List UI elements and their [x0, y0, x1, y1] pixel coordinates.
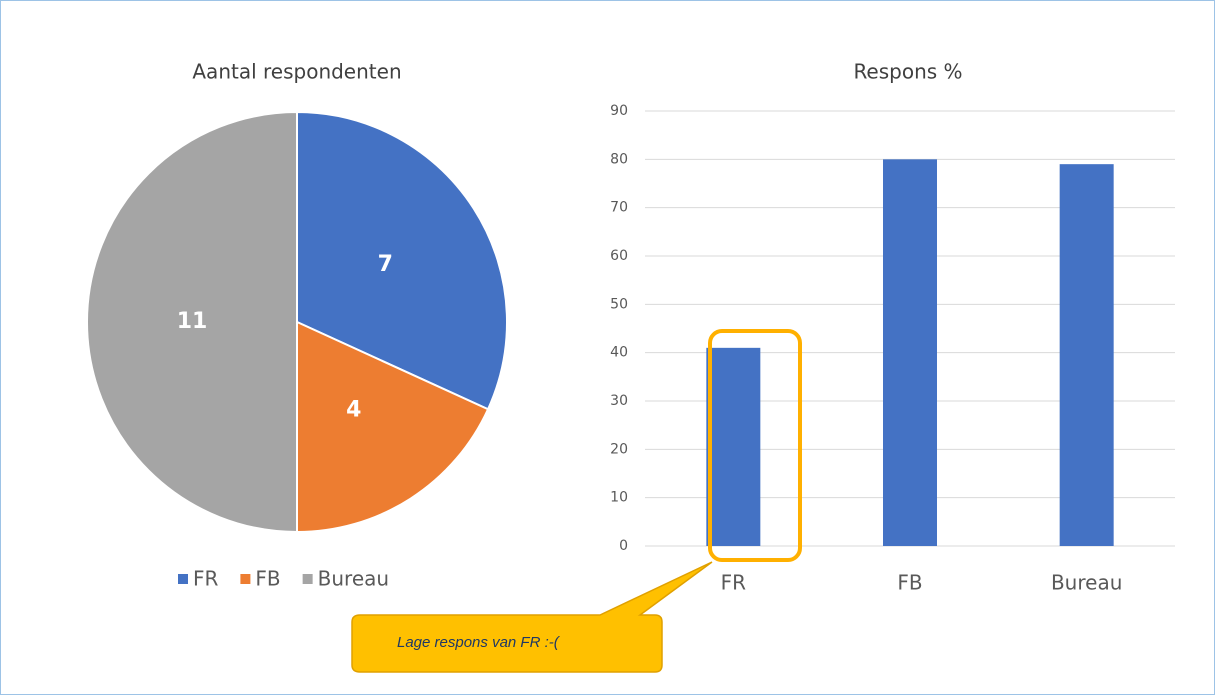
y-tick-label: 80	[610, 151, 628, 167]
data-label: 4	[346, 397, 361, 422]
y-tick-label: 40	[610, 345, 628, 361]
highlight-box	[708, 329, 802, 562]
x-tick-label: FB	[897, 571, 922, 595]
y-tick-label: 10	[610, 490, 628, 506]
bar	[706, 347, 761, 546]
bar	[883, 159, 937, 547]
legend-swatch	[302, 574, 313, 584]
callout	[351, 561, 713, 673]
y-tick-label: 0	[619, 538, 628, 554]
pie-slice	[86, 110, 298, 534]
y-tick-label: 90	[610, 103, 628, 119]
pie-slice	[296, 110, 508, 411]
data-label: 11	[177, 309, 208, 334]
legend-label: FR	[193, 567, 219, 591]
legend-swatch	[240, 574, 251, 584]
legend-label: Bureau	[318, 567, 389, 591]
legend-swatch	[178, 574, 188, 584]
legend-label: FB	[255, 567, 280, 591]
y-tick-label: 60	[610, 248, 628, 264]
y-tick-label: 20	[610, 441, 628, 457]
pie-slice	[296, 320, 490, 534]
data-label: 7	[378, 252, 393, 277]
pie-title: Aantal respondenten	[192, 60, 401, 84]
bar-title: Respons %	[853, 60, 962, 84]
x-tick-label: Bureau	[1051, 571, 1122, 595]
x-tick-label: FR	[721, 571, 747, 595]
y-tick-label: 50	[610, 296, 628, 312]
y-tick-label: 70	[610, 200, 628, 216]
bar	[1059, 164, 1114, 546]
y-tick-label: 30	[610, 393, 628, 409]
callout-text: Lage respons van FR :-(	[397, 634, 561, 651]
